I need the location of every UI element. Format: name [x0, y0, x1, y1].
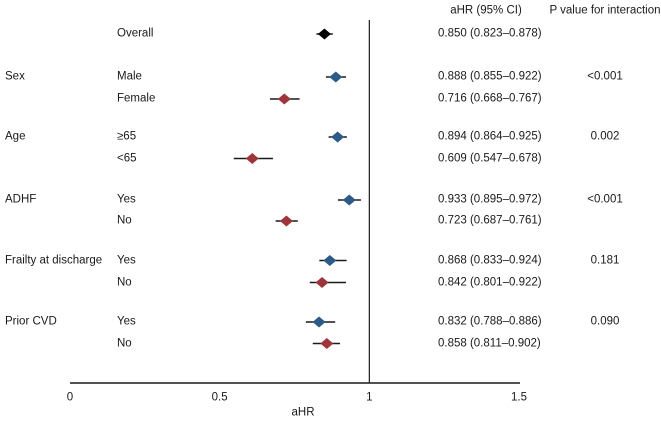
point-estimate-diamond: [279, 215, 293, 227]
p-value: 0.090: [590, 315, 620, 328]
point-estimate-diamond: [320, 338, 334, 349]
x-tick-label: 1: [366, 391, 373, 404]
group-label: Age: [5, 130, 26, 143]
group-label: Frailty at discharge: [5, 253, 103, 266]
point-estimate-diamond: [342, 194, 356, 206]
group-label: Prior CVD: [5, 315, 57, 328]
point-estimate-diamond: [312, 316, 326, 328]
ahr-ci-value: 0.868 (0.833–0.924): [438, 253, 542, 266]
ahr-ci-value: 0.716 (0.668–0.767): [438, 92, 542, 105]
p-value: <0.001: [587, 193, 623, 206]
subgroup-label: Yes: [117, 193, 136, 206]
point-estimate-diamond: [277, 93, 291, 105]
point-estimate-diamond: [315, 277, 329, 288]
point-estimate-diamond: [245, 153, 259, 164]
subgroup-label: ≥65: [117, 130, 137, 143]
ahr-ci-value: 0.858 (0.811–0.902): [438, 336, 541, 349]
ahr-ci-value: 0.894 (0.864–0.925): [438, 130, 542, 143]
column-header-p-value: P value for interaction: [549, 4, 661, 17]
subgroup-label: Yes: [117, 253, 136, 266]
subgroup-label: Yes: [117, 315, 136, 328]
p-value: 0.002: [590, 130, 620, 143]
subgroup-label: Overall: [117, 27, 154, 40]
subgroup-label: <65: [117, 151, 137, 164]
subgroup-label: No: [117, 214, 132, 227]
group-label: ADHF: [5, 193, 37, 206]
point-estimate-diamond: [317, 28, 331, 40]
ahr-ci-value: 0.609 (0.547–0.678): [438, 151, 542, 164]
p-value: 0.181: [590, 253, 620, 266]
ahr-ci-value: 0.832 (0.788–0.886): [438, 315, 542, 328]
ahr-ci-value: 0.933 (0.895–0.972): [438, 193, 542, 206]
ahr-ci-value: 0.842 (0.801–0.922): [438, 275, 542, 288]
subgroup-label: No: [117, 336, 132, 349]
ahr-ci-value: 0.723 (0.687–0.761): [438, 214, 542, 227]
column-header-ahr-ci: aHR (95% CI): [450, 4, 522, 17]
x-tick-label: 0: [66, 391, 74, 404]
subgroup-label: Male: [117, 70, 142, 83]
point-estimate-diamond: [323, 255, 337, 266]
subgroup-label: No: [117, 275, 132, 288]
subgroup-label: Female: [117, 92, 156, 105]
x-axis-label: aHR: [291, 406, 315, 419]
ahr-ci-value: 0.850 (0.823–0.878): [438, 27, 542, 40]
group-label: Sex: [5, 70, 25, 83]
ahr-ci-value: 0.888 (0.855–0.922): [438, 70, 542, 83]
x-tick-label: 1.5: [511, 391, 527, 404]
point-estimate-diamond: [329, 71, 343, 83]
x-tick-label: 0.5: [211, 391, 228, 404]
p-value: <0.001: [587, 70, 623, 83]
point-estimate-diamond: [331, 131, 345, 143]
